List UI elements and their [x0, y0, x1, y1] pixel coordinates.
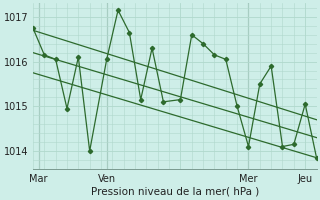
X-axis label: Pression niveau de la mer( hPa ): Pression niveau de la mer( hPa ) [91, 187, 259, 197]
